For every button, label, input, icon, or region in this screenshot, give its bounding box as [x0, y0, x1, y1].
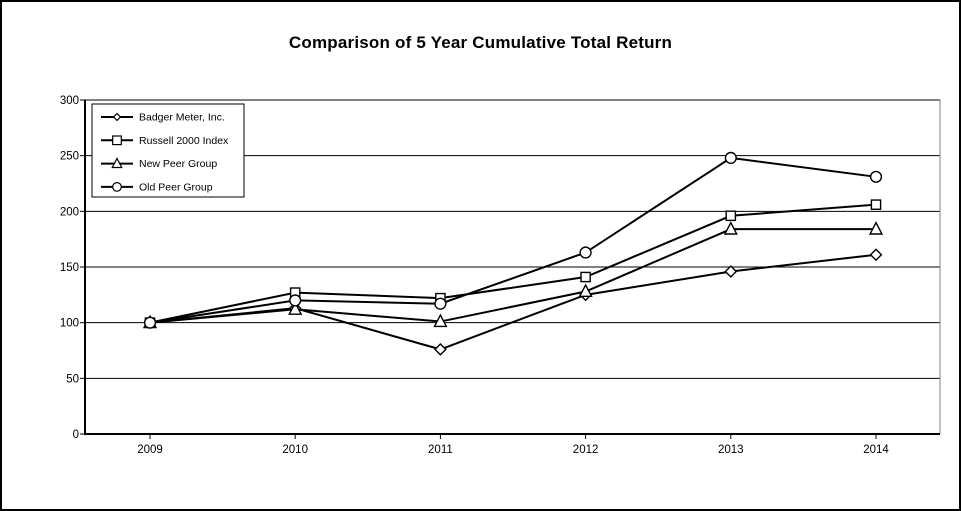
- x-tick-label: 2010: [282, 444, 308, 456]
- x-tick-label: 2013: [718, 444, 744, 456]
- legend-marker-square: [112, 135, 122, 146]
- x-tick-label: 2011: [428, 444, 453, 456]
- data-point-diamond: [724, 265, 738, 278]
- data-point-circle: [869, 170, 883, 183]
- data-point-triangle: [723, 221, 738, 235]
- series-line-triangle: [149, 228, 876, 324]
- data-point-square: [870, 199, 882, 210]
- data-point-diamond: [434, 342, 447, 356]
- data-point-diamond: [869, 248, 883, 262]
- legend-marker-circle: [112, 181, 122, 192]
- data-point-triangle: [433, 313, 448, 328]
- y-tick-label: 0: [73, 429, 79, 441]
- data-point-triangle: [288, 301, 303, 315]
- data-point-triangle: [868, 221, 884, 235]
- series-line-circle: [149, 156, 877, 324]
- y-tick-label: 200: [60, 206, 79, 218]
- y-tick-label: 250: [60, 151, 79, 163]
- x-tick-label: 2014: [863, 444, 889, 456]
- x-tick-label: 2012: [573, 444, 599, 456]
- data-point-triangle: [578, 283, 593, 298]
- y-tick-label: 300: [60, 95, 79, 107]
- legend-marker-diamond: [112, 112, 122, 122]
- legend-label: Badger Meter, Inc.: [139, 112, 225, 124]
- legend-label: Old Peer Group: [139, 181, 213, 193]
- y-tick-label: 150: [60, 262, 79, 274]
- data-point-circle: [434, 297, 447, 310]
- data-point-circle: [579, 246, 592, 259]
- x-tick-label: 2009: [137, 444, 163, 456]
- legend-label: New Peer Group: [139, 158, 217, 170]
- data-point-square: [725, 210, 737, 222]
- data-point-circle: [289, 294, 302, 307]
- data-point-circle: [143, 316, 157, 329]
- y-tick-label: 100: [60, 318, 79, 330]
- data-point-square: [580, 271, 591, 283]
- data-point-circle: [724, 151, 737, 164]
- series-line-square: [149, 203, 877, 324]
- y-tick-label: 50: [66, 373, 79, 385]
- series-line-diamond: [149, 253, 877, 351]
- legend-label: Russell 2000 Index: [139, 135, 229, 147]
- legend-marker-triangle: [111, 157, 123, 169]
- chart-title: Comparison of 5 Year Cumulative Total Re…: [288, 33, 673, 52]
